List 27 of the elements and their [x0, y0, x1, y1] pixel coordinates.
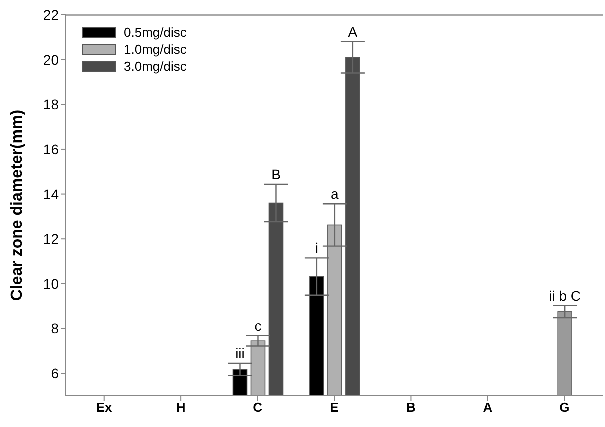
y-tick-label: 10 — [43, 276, 60, 292]
x-tick-label: Ex — [96, 400, 114, 416]
data-label: c — [254, 318, 262, 334]
x-tick-label: G — [560, 400, 570, 416]
y-tick-label: 22 — [43, 6, 60, 23]
data-label: A — [348, 24, 358, 40]
legend-label: 3.0mg/disc — [124, 59, 187, 74]
data-label: a — [331, 186, 340, 202]
data-label: B — [272, 166, 281, 182]
y-tick-label: 8 — [51, 320, 60, 337]
x-tick-label: B — [406, 400, 416, 416]
x-tick-label: A — [483, 400, 494, 416]
data-label: iii — [236, 346, 245, 362]
legend-label: 1.0mg/disc — [124, 42, 187, 57]
y-tick-label: 12 — [43, 231, 60, 248]
legend-label: 0.5mg/disc — [124, 25, 187, 40]
x-tick-label: H — [176, 400, 186, 416]
y-tick-label: 18 — [43, 96, 60, 113]
data-label: i — [315, 240, 319, 256]
y-tick-label: 14 — [43, 186, 60, 202]
y-tick-label: 16 — [43, 141, 60, 158]
data-label: ii b C — [549, 288, 582, 304]
x-tick-label: C — [253, 400, 264, 416]
y-axis-title: Clear zone diameter(mm) — [9, 110, 26, 302]
x-tick-label: E — [330, 400, 340, 416]
y-tick-label: 20 — [43, 52, 60, 68]
y-tick-label: 6 — [51, 366, 60, 382]
